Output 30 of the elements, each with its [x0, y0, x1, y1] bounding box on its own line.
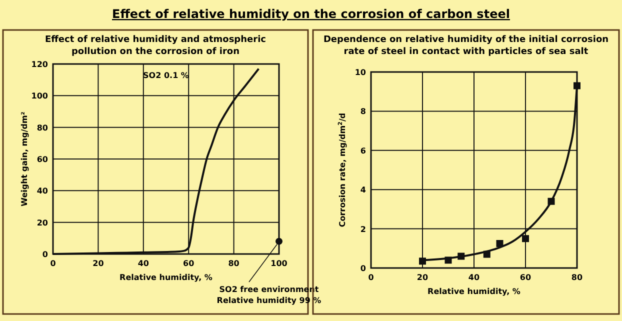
point [522, 235, 529, 242]
y-tick-label: 4 [360, 186, 366, 195]
text: Effect of relative humidity on the corrosion of carbon steel [112, 7, 510, 21]
x-tick-label: 40 [138, 259, 150, 268]
x-tick-label: 60 [183, 259, 195, 268]
x-tick-label: 80 [571, 273, 583, 282]
x-tick-label: 0 [50, 259, 56, 268]
y-tick-label: 6 [360, 146, 366, 156]
x-tick-label: 80 [228, 259, 240, 268]
chart-subtitle: Effect of relative humidity and atmospheric pollution on the corrosion of iron [44, 35, 266, 57]
y-tick-label: 0 [42, 250, 48, 259]
x-tick-label: 20 [92, 259, 104, 268]
chart-title: Dependence on relative humidity of the initial corrosion rate of steel in contact with particles of sea salt [323, 35, 609, 57]
y-tick-label: 120 [31, 60, 48, 69]
x-axis-title: Relative humidity, % [120, 273, 212, 282]
x-tick-label: 60 [520, 273, 532, 282]
x-axis-title: Relative humidity, % [428, 287, 520, 296]
y-tick-label: 40 [36, 186, 48, 196]
y-tick-label: 20 [36, 218, 48, 228]
y-tick-label: 8 [360, 107, 366, 116]
y-axis-title: Weight gain, mg/dm² [20, 111, 29, 206]
x-tick-label: 20 [416, 273, 428, 282]
x-tick-label: 40 [468, 273, 480, 282]
y-tick-label: 80 [36, 123, 48, 132]
y-tick-label: 100 [31, 92, 48, 101]
y-tick-label: 10 [354, 68, 366, 77]
y-tick-label: 60 [36, 155, 48, 164]
x-tick-label: 0 [368, 273, 374, 282]
x-tick-label: 100 [270, 259, 288, 268]
y-tick-label: 2 [360, 224, 366, 234]
